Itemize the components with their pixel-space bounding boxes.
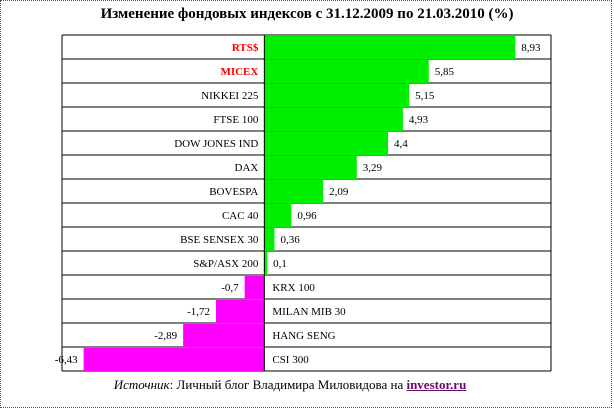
bar-nikkei-225 [264,84,410,107]
value-label: 0,96 [297,210,317,222]
value-label: 4,93 [409,114,429,126]
source-line: Источник: Личный блог Владимира Миловидо… [0,377,580,393]
value-label: 5,15 [415,90,435,102]
bar-krx-100 [244,276,265,299]
category-label: S&P/ASX 200 [193,258,259,270]
value-label: 0,1 [273,258,287,270]
category-label: RTS$ [232,42,259,54]
bar-ftse-100 [264,108,403,131]
source-separator: : [169,377,174,392]
category-label: FTSE 100 [213,114,258,126]
value-label: -1,72 [187,306,210,318]
bar-cac-40 [264,204,292,227]
category-label: NIKKEI 225 [201,90,259,102]
bar-bovespa [264,180,324,203]
category-label: DOW JONES IND [174,138,258,150]
bar-micex [264,60,429,83]
value-label: 4,4 [394,138,408,150]
category-label: KRX 100 [272,282,315,294]
source-text: Личный блог Владимира Миловидова на [173,377,407,392]
value-label: -6,43 [55,354,78,366]
category-label: MICEX [220,66,258,78]
bar-milan-mib-30 [216,300,265,323]
value-label: 3,29 [363,162,383,174]
value-label: 0,36 [280,234,300,246]
category-label: DAX [235,162,259,174]
bar-dax [264,156,357,179]
value-label: -0,7 [221,282,239,294]
category-label: CAC 40 [222,210,259,222]
category-label: HANG SENG [272,330,335,342]
value-label: 5,85 [435,66,455,78]
bar-csi-300 [83,348,265,371]
category-label: CSI 300 [272,354,309,366]
value-label: 8,93 [521,42,541,54]
bar-dow-jones-ind [264,132,388,155]
value-label: -2,89 [154,330,177,342]
bar-rts- [264,36,516,59]
chart-title: Изменение фондовых индексов с 31.12.2009… [100,6,514,22]
category-label: BOVESPA [209,186,258,198]
bar-s-p-asx-200 [264,252,268,275]
category-label: MILAN MIB 30 [272,306,346,318]
value-label: 2,09 [329,186,349,198]
category-label: BSE SENSEX 30 [180,234,259,246]
bar-bse-sensex-30 [264,228,275,251]
bar-hang-seng [183,324,265,347]
source-link[interactable]: investor.ru [406,377,467,392]
source-label: Источник [113,377,170,392]
